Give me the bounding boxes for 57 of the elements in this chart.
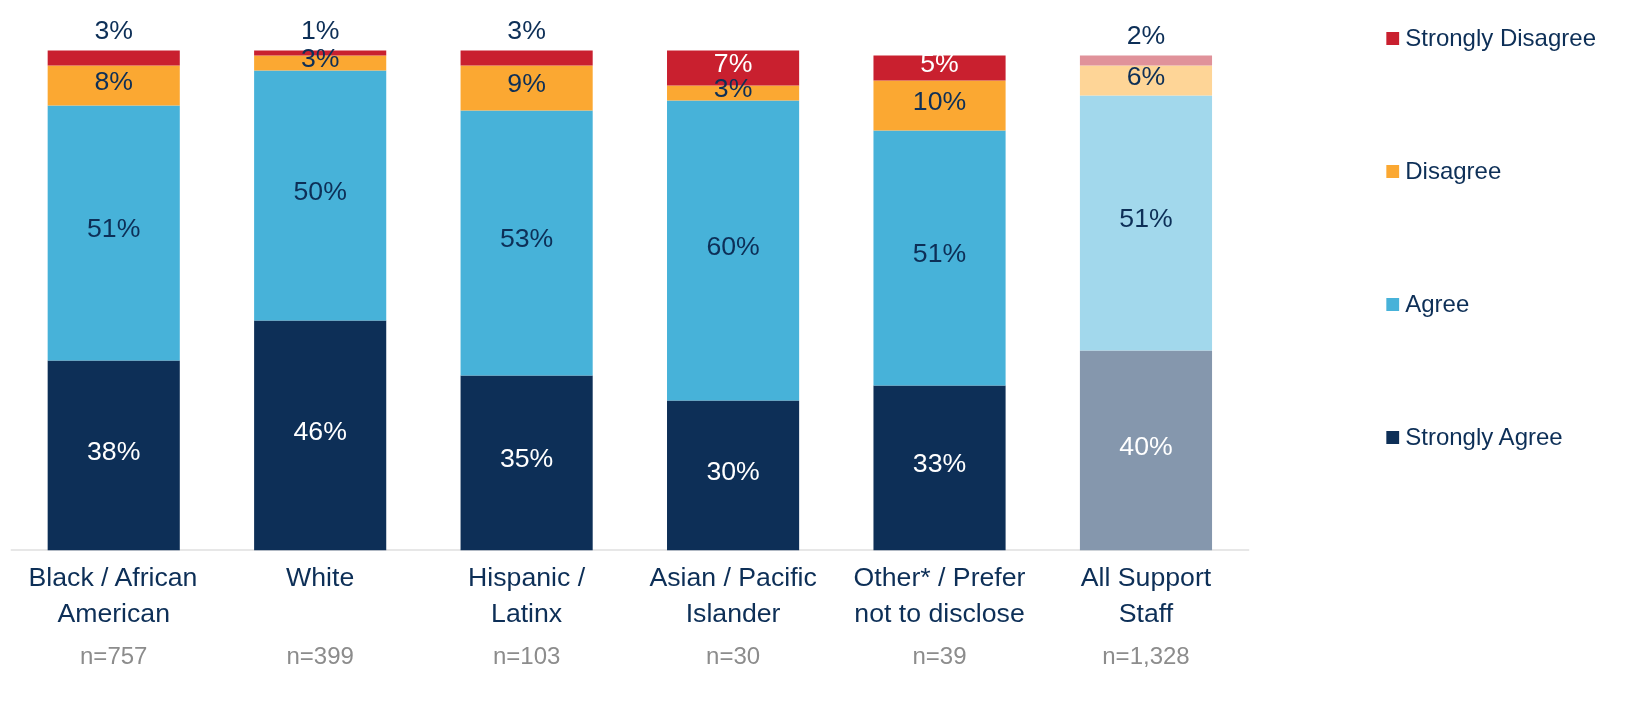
data-label: 7% xyxy=(713,48,753,78)
data-label: 30% xyxy=(706,455,760,486)
bar xyxy=(47,65,180,106)
data-label: 8% xyxy=(94,65,133,96)
x-tick-label: Black / African American xyxy=(28,561,198,628)
bar xyxy=(460,65,593,111)
bar xyxy=(873,80,1006,131)
legend-label: Disagree xyxy=(1405,157,1502,185)
x-tick-label: White xyxy=(286,561,355,592)
data-label: 35% xyxy=(499,443,554,473)
data-label: 2% xyxy=(1126,19,1166,50)
data-label: 1% xyxy=(300,14,340,45)
data-label: 33% xyxy=(912,448,967,478)
text: n=399 xyxy=(286,641,354,669)
legend-label: Strongly Disagree xyxy=(1405,24,1596,52)
data-label: 46% xyxy=(293,415,347,446)
bar xyxy=(47,105,180,361)
bar xyxy=(1079,65,1213,96)
data-label: 60% xyxy=(706,230,760,261)
bar xyxy=(1079,95,1213,351)
bar xyxy=(873,55,1006,81)
bar xyxy=(47,50,180,66)
data-label: 3% xyxy=(507,14,546,45)
text: n=757 xyxy=(80,641,148,669)
bar xyxy=(460,110,593,376)
text: n=39 xyxy=(912,641,967,669)
data-label: 51% xyxy=(87,213,141,243)
bar xyxy=(667,400,800,551)
text: n=30 xyxy=(706,641,761,669)
data-label: 6% xyxy=(1126,60,1166,91)
bar xyxy=(460,50,593,66)
data-label: 50% xyxy=(293,175,347,206)
data-label: 40% xyxy=(1119,430,1173,461)
data-label: 53% xyxy=(499,223,554,253)
bar xyxy=(1079,55,1213,66)
text: n=1,328 xyxy=(1102,641,1190,669)
bar xyxy=(460,375,593,551)
bar xyxy=(254,70,387,321)
bar xyxy=(873,130,1006,386)
data-label: 38% xyxy=(87,435,141,466)
x-tick-label: Asian / Pacific Islander xyxy=(649,561,817,628)
data-label: 51% xyxy=(912,238,967,268)
bar xyxy=(47,360,180,551)
data-label: 51% xyxy=(1119,203,1173,233)
data-label: 3% xyxy=(94,14,133,45)
x-tick-label: All Support Staff xyxy=(1080,561,1212,628)
text: n=103 xyxy=(492,641,561,669)
x-tick-label: Other* / Prefer not to disclose xyxy=(853,561,1026,628)
legend-label: Strongly Agree xyxy=(1405,423,1563,451)
x-tick-label: Hispanic / Latinx xyxy=(468,561,586,628)
data-label: 10% xyxy=(912,85,967,116)
bar xyxy=(254,320,387,551)
bar xyxy=(873,385,1006,551)
legend-label: Agree xyxy=(1405,290,1470,318)
data-label: 9% xyxy=(507,68,546,98)
bar xyxy=(667,100,800,401)
bar xyxy=(1079,350,1213,551)
